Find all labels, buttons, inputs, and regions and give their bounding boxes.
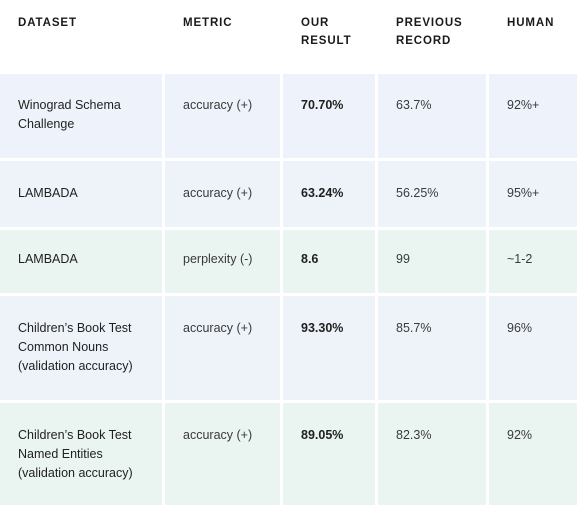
table-row: Children’s Book Test Common Nouns (valid… (0, 296, 577, 403)
cell-metric: accuracy (+) (165, 74, 283, 158)
header-dataset: DATASET (18, 17, 77, 29)
cell-dataset: Children’s Book Test Named Entities (val… (0, 403, 165, 505)
cell-human: 92%+ (489, 74, 577, 158)
cell-human: 92% (489, 403, 577, 505)
dataset-line: Winograd Schema (18, 98, 121, 112)
dataset-line: LAMBADA (18, 252, 78, 266)
cell-metric: accuracy (+) (165, 161, 283, 227)
cell-human: ~1-2 (489, 230, 577, 293)
cell-our-result: 89.05% (283, 403, 378, 505)
cell-our-result: 8.6 (283, 230, 378, 293)
cell-previous-record: 82.3% (378, 403, 489, 505)
header-our-result-line-2: RESULT (301, 35, 352, 47)
dataset-line: Named Entities (18, 447, 103, 461)
table-row: LAMBADA perplexity (-) 8.6 99 ~1-2 (0, 230, 577, 296)
dataset-line: LAMBADA (18, 186, 78, 200)
cell-our-result: 93.30% (283, 296, 378, 400)
table-row: Children’s Book Test Named Entities (val… (0, 403, 577, 508)
header-metric: METRIC (183, 17, 233, 29)
cell-dataset: LAMBADA (0, 230, 165, 293)
header-our-result: OUR RESULT (283, 0, 378, 74)
header-human: HUMAN (507, 17, 555, 29)
cell-human: 95%+ (489, 161, 577, 227)
cell-dataset: Winograd Schema Challenge (0, 74, 165, 158)
dataset-line: (validation accuracy) (18, 359, 133, 373)
dataset-line: Children’s Book Test (18, 321, 132, 335)
cell-dataset: LAMBADA (0, 161, 165, 227)
dataset-line: Common Nouns (18, 340, 109, 354)
cell-metric: accuracy (+) (165, 296, 283, 400)
table-header: DATASET METRIC OUR RESULT PREVIOUS RECOR… (0, 0, 577, 74)
cell-previous-record: 63.7% (378, 74, 489, 158)
cell-previous-record: 56.25% (378, 161, 489, 227)
cell-previous-record: 85.7% (378, 296, 489, 400)
dataset-line: Children’s Book Test (18, 428, 132, 442)
cell-our-result: 70.70% (283, 74, 378, 158)
cell-human: 96% (489, 296, 577, 400)
header-our-result-line-1: OUR (301, 17, 330, 29)
table-row: Winograd Schema Challenge accuracy (+) 7… (0, 74, 577, 161)
cell-our-result: 63.24% (283, 161, 378, 227)
cell-previous-record: 99 (378, 230, 489, 293)
dataset-line: (validation accuracy) (18, 466, 133, 480)
cell-metric: perplexity (-) (165, 230, 283, 293)
cell-dataset: Children’s Book Test Common Nouns (valid… (0, 296, 165, 400)
table-row: LAMBADA accuracy (+) 63.24% 56.25% 95%+ (0, 161, 577, 230)
cell-metric: accuracy (+) (165, 403, 283, 505)
header-previous-record-line-2: RECORD (396, 35, 452, 47)
header-previous-record-line-1: PREVIOUS (396, 17, 463, 29)
dataset-line: Challenge (18, 117, 75, 131)
header-previous-record: PREVIOUS RECORD (378, 0, 489, 74)
